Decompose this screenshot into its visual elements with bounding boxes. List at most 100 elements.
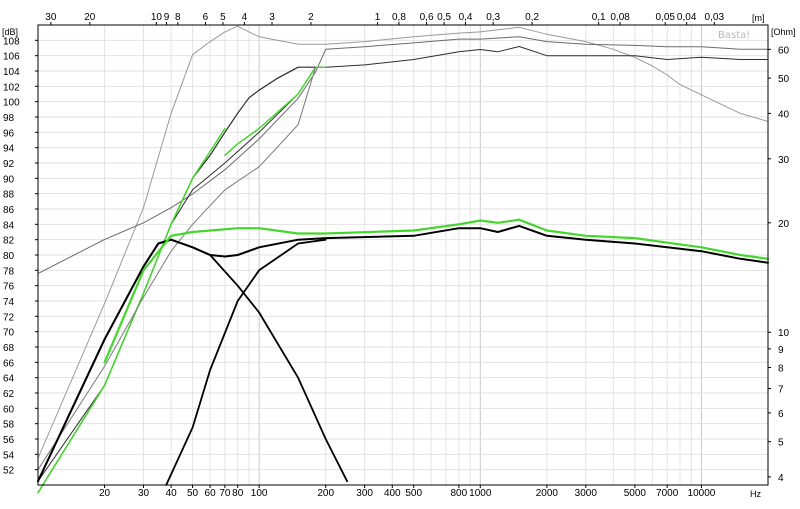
y-tick-label: 88 [3, 190, 15, 201]
watermark: Basta! [718, 30, 750, 41]
ohm-tick-label: 50 [778, 74, 790, 85]
ohm-tick-label: 4 [778, 473, 784, 484]
series-line-11 [103, 218, 770, 364]
x-tick-label: 2000 [536, 488, 559, 499]
top-tick-label: 10 [151, 12, 163, 23]
y-tick-label: 66 [3, 358, 15, 369]
ohm-tick-label: 20 [778, 219, 790, 230]
x-tick-label: 7000 [656, 488, 679, 499]
y-tick-label: 96 [3, 128, 15, 139]
grid [37, 25, 769, 485]
y-tick-label: 60 [3, 404, 15, 415]
ohm-tick-label: 6 [778, 409, 784, 420]
x-tick-label: 3000 [575, 488, 598, 499]
y-tick-label: 92 [3, 159, 15, 170]
top-tick-label: 0,05 [655, 12, 675, 23]
y-tick-label: 78 [3, 266, 15, 277]
top-tick-label: 20 [84, 12, 96, 23]
x-tick-label: 400 [384, 488, 401, 499]
x-tick-label: 20 [99, 488, 111, 499]
series-line-1 [37, 25, 769, 459]
top-tick-label: 30 [45, 12, 57, 23]
x-tick-label: 200 [317, 488, 334, 499]
series-line-9 [37, 238, 349, 483]
y-tick-label: 56 [3, 435, 15, 446]
tick-labels: 20 30 40 50 60 70 80 100 200 300 400 500 800 1000 2000… [3, 12, 790, 499]
y-tick-label: 74 [3, 297, 15, 308]
x-tick-label: 80 [232, 488, 244, 499]
series-line-6 [37, 127, 226, 494]
ohm-tick-label: 40 [778, 109, 790, 120]
y-tick-label: 102 [3, 82, 20, 93]
x-tick-label: 800 [451, 488, 468, 499]
plot-frame [37, 24, 769, 486]
series-line-7 [37, 66, 317, 471]
y-tick-label: 68 [3, 343, 15, 354]
top-tick-label: 0,2 [525, 12, 539, 23]
x-tick-label: 60 [205, 488, 217, 499]
y-tick-label: 100 [3, 98, 20, 109]
top-tick-label: 1 [375, 12, 381, 23]
y-tick-label: 108 [3, 36, 20, 47]
y-tick-label: 64 [3, 374, 15, 385]
top-axis-unit: [m] [752, 13, 765, 23]
top-tick-label: 8 [175, 12, 181, 23]
top-tick-label: 0,1 [592, 12, 606, 23]
top-tick-label: 4 [242, 12, 248, 23]
x-tick-label: 300 [356, 488, 373, 499]
y-tick-label: 54 [3, 450, 15, 461]
y-tick-label: 82 [3, 236, 15, 247]
y-tick-label: 98 [3, 113, 15, 124]
y-tick-label: 62 [3, 389, 15, 400]
top-tick-label: 5 [220, 12, 226, 23]
top-tick-label: 0,08 [610, 12, 630, 23]
series-line-3 [37, 46, 769, 482]
y-tick-label: 86 [3, 205, 15, 216]
top-tick-label: 0,8 [392, 12, 406, 23]
top-tick-label: 0,5 [437, 12, 451, 23]
left-axis-unit: [dB] [2, 27, 18, 37]
y-tick-label: 58 [3, 420, 15, 431]
y-tick-label: 84 [3, 220, 15, 231]
y-tick-label: 76 [3, 282, 15, 293]
x-tick-label: 10000 [688, 488, 716, 499]
ohm-tick-label: 5 [778, 438, 784, 449]
top-tick-label: 3 [269, 12, 275, 23]
series-group [37, 25, 770, 494]
y-tick-label: 52 [3, 466, 15, 477]
x-tick-label: 5000 [624, 488, 647, 499]
x-tick-label: 500 [405, 488, 422, 499]
y-tick-label: 80 [3, 251, 15, 262]
ohm-tick-label: 7 [778, 385, 784, 396]
ohm-tick-label: 10 [778, 328, 790, 339]
top-tick-label: 6 [203, 12, 209, 23]
y-tick-label: 90 [3, 174, 15, 185]
y-tick-label: 106 [3, 52, 20, 63]
y-tick-label: 94 [3, 144, 15, 155]
x-tick-label: 50 [187, 488, 199, 499]
ohm-tick-label: 9 [778, 345, 784, 356]
series-line-10 [165, 238, 327, 486]
ohm-tick-label: 30 [778, 155, 790, 166]
top-tick-label: 0,3 [486, 12, 500, 23]
bottom-axis-unit: Hz [750, 489, 761, 499]
top-tick-label: 0,04 [677, 12, 697, 23]
y-tick-label: 104 [3, 67, 20, 78]
series-line-4 [224, 66, 327, 157]
ohm-tick-label: 60 [778, 45, 790, 56]
ohm-tick-label: 8 [778, 363, 784, 374]
x-tick-label: 1000 [469, 488, 492, 499]
top-tick-label: 2 [308, 12, 314, 23]
x-tick-label: 70 [219, 488, 231, 499]
top-tick-label: 0,03 [705, 12, 725, 23]
top-tick-label: 9 [164, 12, 170, 23]
y-tick-label: 72 [3, 312, 15, 323]
right-axis-unit: [Ohm] [771, 27, 796, 37]
x-tick-label: 30 [138, 488, 150, 499]
x-tick-label: 40 [166, 488, 178, 499]
y-tick-label: 70 [3, 328, 15, 339]
x-tick-label: 100 [251, 488, 268, 499]
top-tick-label: 0,6 [420, 12, 434, 23]
top-tick-label: 0,4 [459, 12, 473, 23]
